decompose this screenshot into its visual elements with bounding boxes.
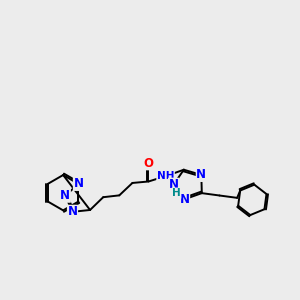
Text: N: N bbox=[169, 178, 178, 191]
Text: NH: NH bbox=[157, 171, 174, 181]
Text: N: N bbox=[74, 177, 83, 190]
Text: N: N bbox=[60, 189, 70, 202]
Text: N: N bbox=[196, 168, 206, 182]
Text: H: H bbox=[172, 188, 181, 198]
Text: O: O bbox=[143, 157, 154, 170]
Text: N: N bbox=[68, 205, 77, 218]
Text: N: N bbox=[180, 193, 190, 206]
